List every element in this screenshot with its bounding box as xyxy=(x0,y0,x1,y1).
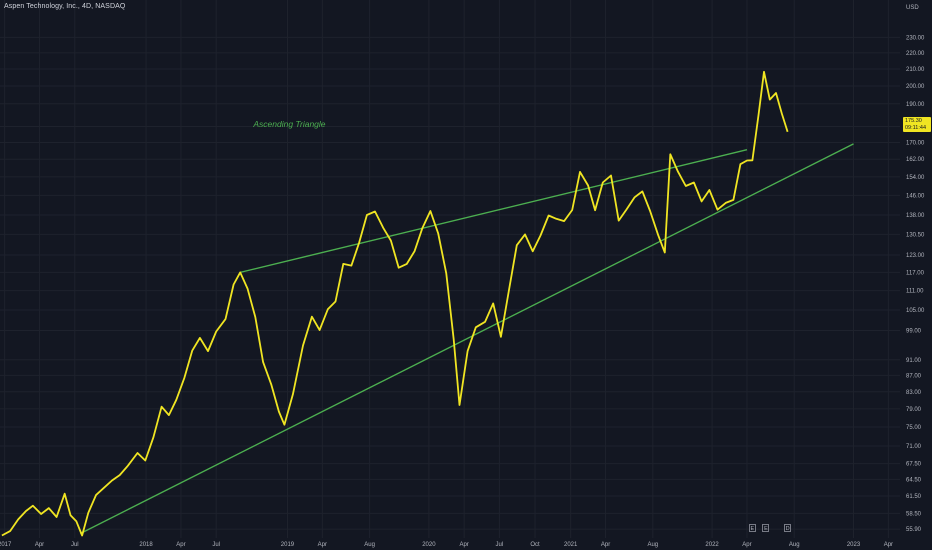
earnings-marker[interactable]: E xyxy=(748,524,756,532)
y-tick-label: 146.00 xyxy=(906,193,925,199)
x-tick-label: 2020 xyxy=(422,542,436,548)
y-tick-label: 79.00 xyxy=(906,407,922,413)
x-tick-label: Apr xyxy=(601,542,610,548)
x-tick-label: 2021 xyxy=(564,542,578,548)
x-tick-label: Oct xyxy=(530,542,540,548)
y-tick-label: 75.00 xyxy=(906,425,922,431)
y-tick-label: 130.50 xyxy=(906,232,925,238)
x-tick-label: Apr xyxy=(35,542,44,548)
y-tick-label: 55.90 xyxy=(906,527,922,533)
y-tick-label: 200.00 xyxy=(906,84,925,90)
y-tick-label: 71.00 xyxy=(906,444,922,450)
y-unit-label: USD xyxy=(906,5,919,11)
x-tick-label: Jul xyxy=(212,542,220,548)
x-tick-label: Aug xyxy=(364,542,375,548)
x-tick-label: 2022 xyxy=(705,542,719,548)
resistance-trend-line xyxy=(240,149,748,274)
y-tick-label: 105.00 xyxy=(906,308,925,314)
dividend-marker[interactable]: D xyxy=(784,524,792,532)
y-tick-label: 99.00 xyxy=(906,328,922,334)
y-tick-label: 220.00 xyxy=(906,51,925,57)
symbol-title[interactable]: Aspen Technology, Inc., 4D, NASDAQ xyxy=(4,3,126,10)
y-tick-label: 117.00 xyxy=(906,270,925,276)
annotations: Ascending Triangle xyxy=(252,119,325,129)
support-trend-line xyxy=(79,143,854,535)
y-tick-label: 67.50 xyxy=(906,462,922,468)
y-tick-label: 123.00 xyxy=(906,253,925,259)
bar-countdown: 09:11:44 xyxy=(905,124,927,131)
y-tick-label: 138.00 xyxy=(906,213,925,219)
x-tick-label: Apr xyxy=(742,542,751,548)
y-tick-label: 61.50 xyxy=(906,494,922,500)
y-tick-label: 91.00 xyxy=(906,358,922,364)
trend-lines xyxy=(79,143,854,535)
y-tick-label: 190.00 xyxy=(906,102,925,108)
x-tick-label: Apr xyxy=(459,542,468,548)
y-tick-label: 58.50 xyxy=(906,511,922,517)
last-price-tag: 175.30 09:11:44 xyxy=(903,117,931,132)
y-tick-label: 230.00 xyxy=(906,35,925,41)
price-axis[interactable]: 55.90 58.50 61.50 64.50 67.50 71.00 75.00 79.00… xyxy=(906,5,925,533)
y-tick-label: 111.00 xyxy=(906,289,924,295)
earnings-marker[interactable]: E xyxy=(762,524,770,532)
x-tick-label: Apr xyxy=(176,542,185,548)
y-tick-label: 83.00 xyxy=(906,390,922,396)
x-tick-label: Jul xyxy=(496,542,504,548)
last-price-value: 175.30 xyxy=(905,118,922,124)
x-tick-label: Apr xyxy=(318,542,327,548)
x-tick-label: 2019 xyxy=(281,542,295,548)
x-tick-label: Jul xyxy=(71,542,79,548)
y-tick-label: 210.00 xyxy=(906,67,925,73)
x-tick-label: 2018 xyxy=(139,542,153,548)
x-tick-label: Aug xyxy=(647,542,658,548)
y-tick-label: 87.00 xyxy=(906,373,922,379)
x-tick-label: 2017 xyxy=(0,542,12,548)
price-series xyxy=(1,70,789,537)
y-tick-label: 64.50 xyxy=(906,477,922,483)
x-tick-label: Aug xyxy=(789,542,800,548)
price-line xyxy=(1,70,789,537)
x-tick-label: Apr xyxy=(884,542,893,548)
pattern-annotation-label: Ascending Triangle xyxy=(252,119,325,129)
time-axis[interactable]: 2017 Apr Jul 2018 Apr Jul 2019 Apr Aug 2020 Apr Jul… xyxy=(0,542,893,548)
y-tick-label: 170.00 xyxy=(906,140,925,146)
x-tick-label: 2023 xyxy=(847,542,861,548)
y-tick-label: 154.00 xyxy=(906,175,925,181)
y-tick-label: 162.00 xyxy=(906,157,925,163)
